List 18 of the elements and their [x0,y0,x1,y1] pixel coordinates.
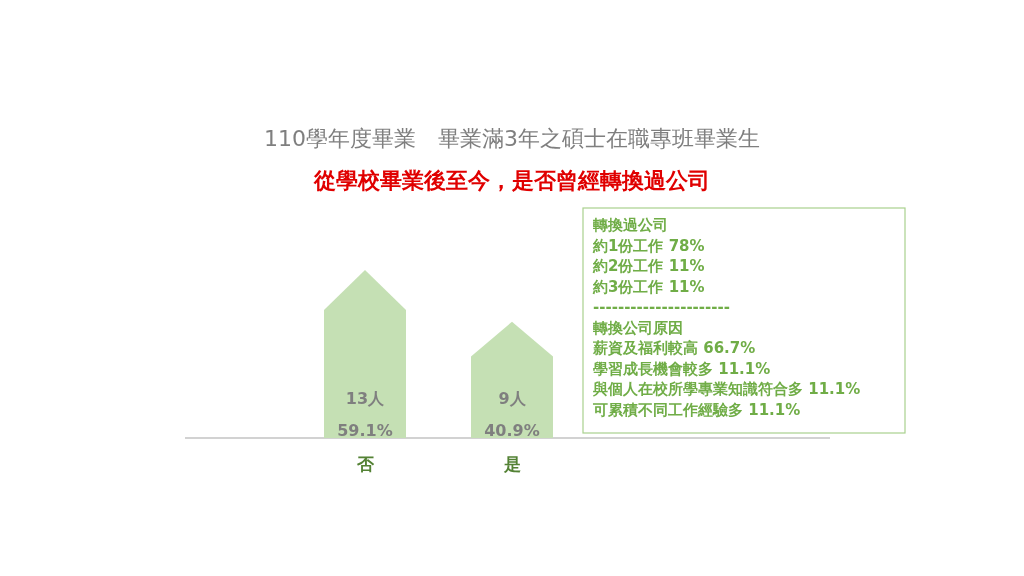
data-label: 13人 [345,389,385,408]
category-label: 是 [503,454,521,474]
annotation: 學習成長機會較多 11.1% [593,359,771,378]
annotation: 可累積不同工作經驗多 11.1% [593,400,801,419]
annotation: 轉換公司原因 [593,318,683,337]
subtitle: 從學校畢業後至今，是否曾經轉換過公司 [314,168,710,193]
annotation: ---------------------- [593,298,730,316]
annotation: 約2份工作 11% [593,257,705,275]
data-label: 40.9% [484,421,540,440]
annotation: 約1份工作 78% [593,236,705,255]
annotation: 薪資及福利較高 66.7% [593,339,756,357]
data-label: 59.1% [337,421,393,440]
title: 110學年度畢業 畢業滿3年之碩士在職專班畢業生 [264,126,760,151]
category-label: 否 [356,454,374,474]
annotation: 轉換過公司 [593,216,668,234]
annotation: 與個人在校所學專業知識符合多 11.1% [593,380,861,398]
annotation: 約3份工作 11% [593,277,705,296]
data-label: 9人 [498,389,526,408]
